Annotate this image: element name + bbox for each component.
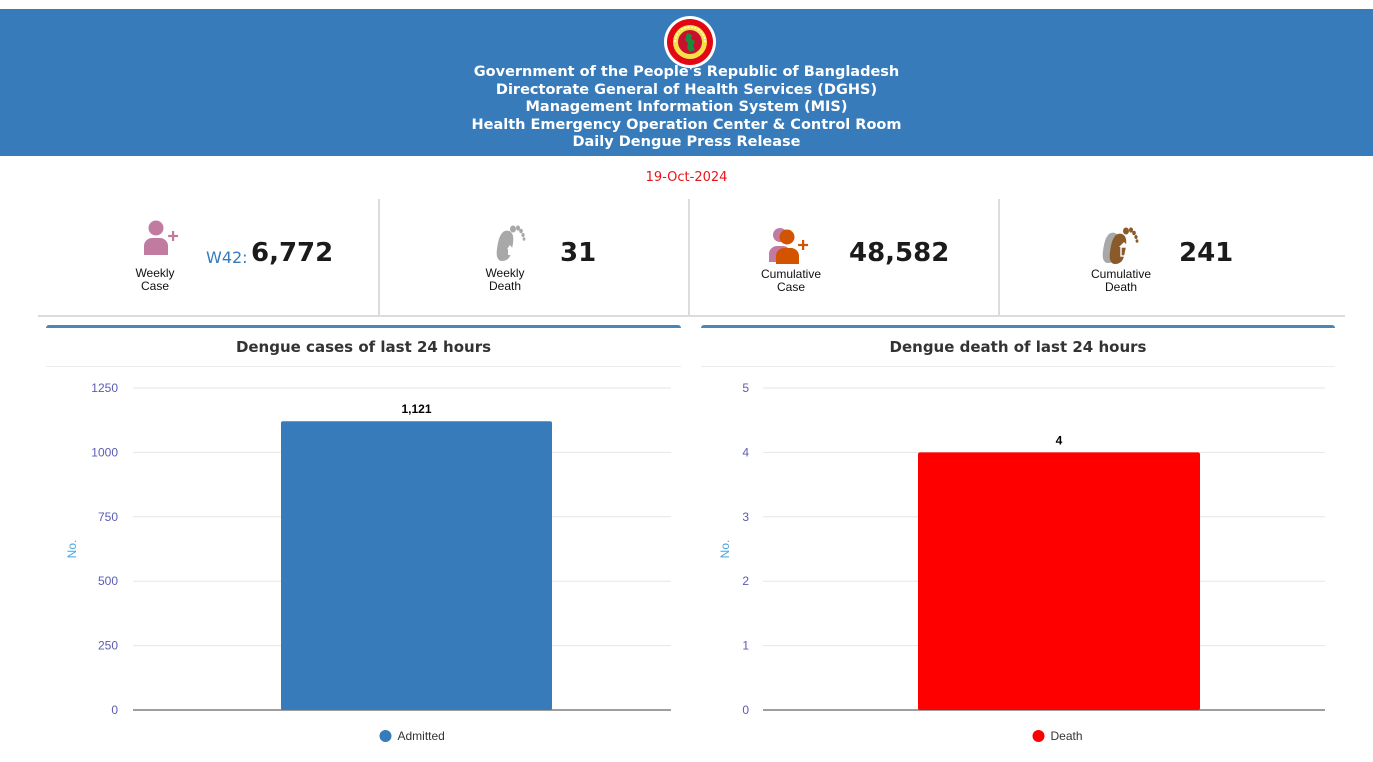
stat-cumulative-case: Cumulative Case 48,582 [690,199,1000,315]
cases-bar-admitted[interactable] [281,421,552,710]
cases-y-axis-label: No. [65,540,79,559]
report-date: 19-Oct-2024 [645,170,728,185]
stat-weekly-case-label: Weekly Case [135,266,175,293]
death-bar-data-label: 4 [1056,433,1063,447]
cases-bar-chart: 0 250 500 750 1000 1250 No. 1,121 Admitted [65,381,671,743]
header-line-press-release: Daily Dengue Press Release [572,134,801,150]
header-line-mis: Management Information System (MIS) [525,99,848,115]
stat-cumulative-case-value: 48,582 [849,238,950,268]
death-bar-chart: 0 1 2 3 4 5 No. 4 Death [718,381,1325,743]
death-bar-death[interactable] [918,452,1200,710]
death-y-tick-label: 0 [742,703,749,717]
cases-y-tick-label: 0 [111,703,118,717]
users-plus-icon [769,228,809,264]
stat-cumulative-death-label: Cumulative Death [1090,267,1152,294]
header-line-heoc: Health Emergency Operation Center & Cont… [471,116,902,133]
death-y-axis-label: No. [718,540,732,559]
death-chart-title: Dengue death of last 24 hours [889,338,1147,356]
bangladesh-government-seal-icon [664,16,716,68]
cases-chart-separator [46,366,681,367]
cases-legend-marker[interactable] [379,730,392,742]
cases-y-tick-label: 750 [98,510,118,524]
cases-y-tick-label: 250 [98,639,118,653]
stat-weekly-case-value: 6,772 [251,238,334,268]
death-chart-separator [701,366,1335,367]
death-y-tick-label: 4 [742,445,749,459]
user-plus-icon [144,220,179,255]
stat-weekly-death-label: Weekly Death [485,266,525,293]
footprint-death-icon [496,225,526,261]
death-y-tick-label: 2 [742,574,749,588]
death-y-tick-label: 3 [742,510,749,524]
cases-chart-panel: Dengue cases of last 24 hours 0 250 500 750… [46,325,681,755]
death-legend-marker[interactable] [1032,730,1045,742]
stat-weekly-case-prefix: W42: [206,248,248,267]
summary-stats: Weekly Case W42: 6,772 Weekly Death 31 [38,199,1345,317]
cases-y-tick-label: 1000 [91,445,118,459]
header-line-dghs: Directorate General of Health Services (… [495,81,878,98]
header-line-government: Government of the People's Republic of B… [473,64,900,80]
footprint-cross-icon [1102,227,1139,264]
cases-y-tick-label: 1250 [91,381,118,395]
cases-y-tick-label: 500 [98,574,118,588]
death-y-tick-label: 5 [742,381,749,395]
stat-cumulative-death-value: 241 [1179,238,1234,268]
stat-weekly-death: Weekly Death 31 [380,199,690,315]
stat-cumulative-death: Cumulative Death 241 [1000,199,1345,315]
death-chart-panel: Dengue death of last 24 hours 0 1 2 3 4 5 No. 4… [701,325,1335,755]
cases-chart-title: Dengue cases of last 24 hours [235,338,492,356]
death-legend-label[interactable]: Death [1051,729,1083,743]
stat-weekly-case: Weekly Case W42: 6,772 [38,199,380,315]
death-y-tick-label: 1 [742,639,749,653]
page-header: Government of the People's Republic of B… [0,9,1373,156]
stat-weekly-death-value: 31 [560,238,597,268]
stat-cumulative-case-label: Cumulative Case [760,267,822,294]
cases-legend-label[interactable]: Admitted [398,729,445,743]
cases-bar-data-label: 1,121 [401,402,431,416]
header-title-block: Government of the People's Republic of B… [0,64,1373,152]
